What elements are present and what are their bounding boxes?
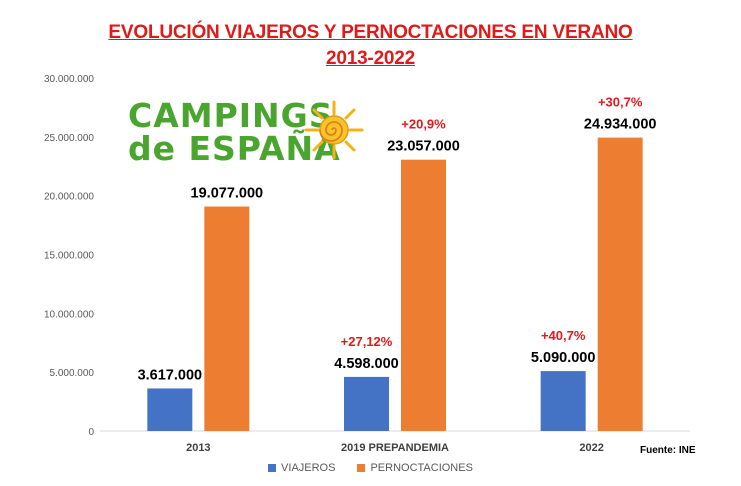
source-note: Fuente: INE xyxy=(640,445,696,456)
bar-viajeros xyxy=(344,376,389,431)
bar-pernoctaciones xyxy=(597,137,643,432)
legend-item-viajeros: VIAJEROS xyxy=(268,462,335,474)
data-label: 24.934.000 xyxy=(584,117,657,133)
change-label: +20,9% xyxy=(401,117,446,132)
campings-de-espana-logo: CAMPINGS de ESPAÑA xyxy=(128,96,368,168)
data-label: 19.077.000 xyxy=(191,186,264,202)
legend-item-pernoctaciones: PERNOCTACIONES xyxy=(357,462,473,474)
y-tick-label: 25.000.000 xyxy=(44,133,94,144)
y-tick-label: 0 xyxy=(88,427,94,438)
bar-viajeros xyxy=(147,388,193,431)
data-label: 3.617.000 xyxy=(138,367,203,383)
x-category-label: 2022 xyxy=(579,442,603,454)
change-label: +40,7% xyxy=(541,328,586,343)
change-label: +27,12% xyxy=(341,334,393,349)
change-label: +30,7% xyxy=(598,95,643,110)
bar-pernoctaciones xyxy=(204,206,250,431)
x-category-label: 2019 PREPANDEMIA xyxy=(341,442,449,454)
legend-swatch-viajeros xyxy=(268,464,277,472)
y-tick-label: 10.000.000 xyxy=(44,309,94,320)
logo-text-line2: de ESPAÑA xyxy=(128,129,341,168)
y-tick-label: 5.000.000 xyxy=(50,368,95,379)
data-label: 23.057.000 xyxy=(387,139,460,155)
logo-text-line1: CAMPINGS xyxy=(128,96,334,135)
bar-pernoctaciones xyxy=(401,159,446,431)
y-tick-label: 30.000.000 xyxy=(44,74,94,85)
chart-subtitle: 2013-2022 xyxy=(325,48,416,69)
data-label: 4.598.000 xyxy=(334,356,399,372)
y-tick-label: 15.000.000 xyxy=(44,251,94,262)
legend-label-viajeros: VIAJEROS xyxy=(281,462,336,474)
y-tick-label: 20.000.000 xyxy=(44,192,94,203)
data-label: 5.090.000 xyxy=(531,350,596,366)
legend-label-pernoctaciones: PERNOCTACIONES xyxy=(370,462,473,474)
sun-icon xyxy=(304,100,364,160)
chart-title: EVOLUCIÓN VIAJEROS Y PERNOCTACIONES EN V… xyxy=(108,22,633,43)
legend: VIAJEROS PERNOCTACIONES xyxy=(0,462,741,474)
bar-viajeros xyxy=(540,371,586,431)
x-category-label: 2013 xyxy=(186,442,210,454)
legend-swatch-pernoctaciones xyxy=(357,464,366,472)
